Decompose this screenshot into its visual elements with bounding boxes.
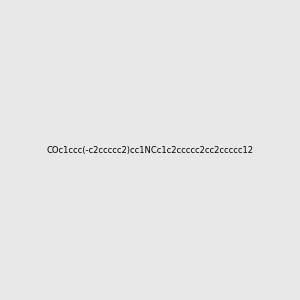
Text: COc1ccc(-c2ccccc2)cc1NCc1c2ccccc2cc2ccccc12: COc1ccc(-c2ccccc2)cc1NCc1c2ccccc2cc2cccc… — [46, 146, 253, 154]
